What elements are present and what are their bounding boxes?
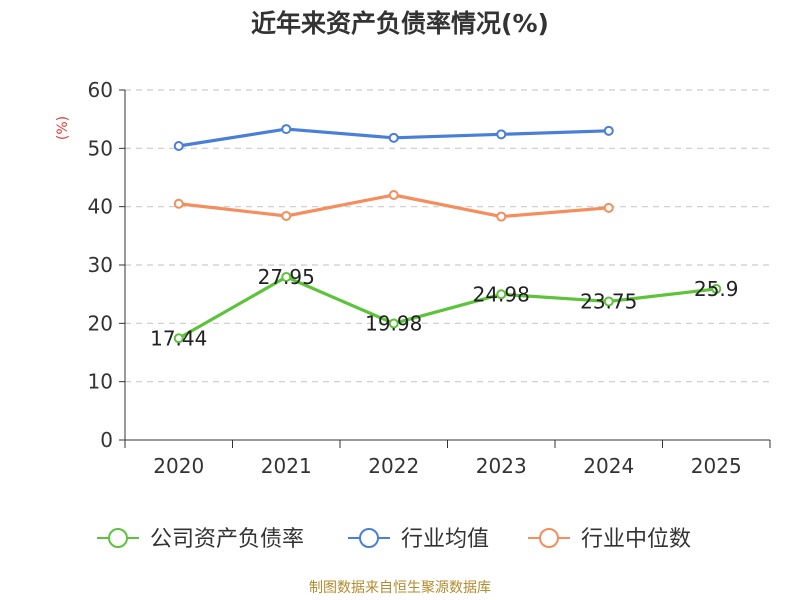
x-tick-label: 2025 [691, 454, 742, 478]
data-label: 23.75 [580, 289, 637, 313]
y-tick-label: 0 [100, 428, 113, 452]
y-tick-label: 30 [88, 253, 113, 277]
gridlines [125, 89, 770, 383]
y-tick-label: 10 [88, 370, 113, 394]
axes: 0 10 20 30 40 50 60 2020 2021 2022 2023 2024 2025 [88, 78, 771, 478]
y-tick-label: 50 [88, 136, 113, 160]
data-point[interactable] [496, 289, 507, 300]
data-point[interactable] [388, 132, 399, 143]
legend-marker [539, 528, 559, 548]
legend-label: 行业中位数 [581, 527, 691, 552]
legend-marker [108, 528, 128, 548]
y-tick-label: 20 [88, 311, 113, 335]
data-point[interactable] [281, 124, 292, 135]
legend-item[interactable]: 行业均值 [348, 527, 489, 552]
series-lines: 17.44 27.95 19.98 24.98 23.75 25.9 [150, 124, 739, 350]
data-point[interactable] [173, 333, 184, 344]
data-point[interactable] [711, 283, 722, 294]
x-tick-label: 2020 [153, 454, 204, 478]
data-point[interactable] [603, 125, 614, 136]
x-tick-label: 2021 [261, 454, 312, 478]
data-point[interactable] [496, 129, 507, 140]
legend-item[interactable]: 行业中位数 [528, 527, 691, 552]
data-point[interactable] [281, 271, 292, 282]
legend-label: 公司资产负债率 [150, 527, 304, 552]
data-label: 17.44 [150, 326, 207, 350]
y-tick-label: 40 [88, 195, 113, 219]
data-label: 24.98 [473, 282, 530, 306]
x-tick-label: 2022 [368, 454, 419, 478]
series-line [177, 275, 717, 340]
data-point[interactable] [496, 211, 507, 222]
data-point[interactable] [173, 198, 184, 209]
data-label: 27.95 [258, 265, 315, 289]
data-point[interactable] [388, 190, 399, 200]
data-label: 19.98 [365, 311, 422, 335]
legend-marker [359, 528, 379, 548]
legend-label: 行业均值 [401, 527, 489, 552]
data-point[interactable] [603, 202, 614, 213]
data-point[interactable] [388, 318, 399, 329]
data-point[interactable] [603, 296, 614, 307]
chart-title: 近年来资产负债率情况(%) [251, 9, 549, 38]
y-tick-label: 60 [88, 78, 113, 102]
data-source-note: 制图数据来自恒生聚源数据库 [309, 580, 491, 596]
y-axis-title: (%) [55, 116, 71, 140]
x-tick-label: 2024 [583, 454, 634, 478]
legend-item[interactable]: 公司资产负债率 [97, 527, 304, 552]
data-point[interactable] [281, 211, 292, 221]
legend[interactable]: 公司资产负债率 行业均值 行业中位数 [97, 527, 691, 552]
data-label: 25.9 [694, 277, 739, 301]
data-point[interactable] [173, 141, 184, 151]
x-tick-label: 2023 [476, 454, 527, 478]
